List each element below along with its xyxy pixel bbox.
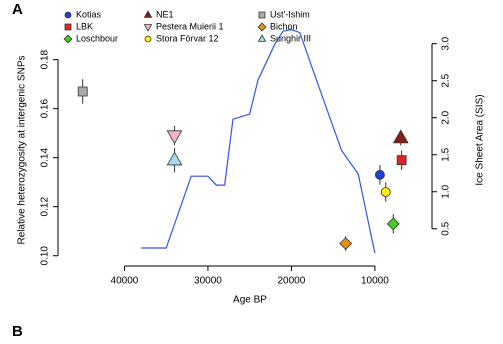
ice-sheet-line: [141, 29, 376, 254]
y2-tick-label: 0.5: [441, 221, 452, 235]
y-tick-label: 0.14: [40, 148, 51, 168]
x-tick-label: 10000: [361, 276, 389, 287]
x-tick-label: 40000: [111, 276, 139, 287]
legend-marker: [64, 23, 72, 31]
legend-marker: [144, 35, 152, 43]
data-point: [375, 169, 385, 180]
legend-label: NE1: [156, 9, 174, 19]
y-axis-label: Relative heterozygosity at intergenic SN…: [17, 56, 28, 245]
data-point: [339, 237, 353, 250]
data-point: [380, 187, 391, 197]
data-point: [166, 151, 183, 166]
legend-label: LBK: [76, 21, 93, 31]
y-tick-label: 0.12: [40, 197, 51, 217]
y2-tick-label: 3.0: [441, 36, 452, 50]
panel-label: A: [12, 1, 23, 18]
legend-label: Stora Förvar 12: [156, 33, 219, 43]
legend-marker: [63, 34, 73, 44]
data-point: [77, 86, 88, 97]
legend-label: Loschbour: [76, 33, 118, 43]
legend-label: Sunghir III: [270, 33, 311, 43]
x-axis-label: Age BP: [233, 295, 267, 306]
data-point: [166, 130, 183, 145]
y-tick-label: 0.16: [40, 98, 51, 118]
y-tick-label: 0.18: [40, 49, 51, 69]
legend-label: Kotias: [76, 9, 102, 19]
panel-label: B: [12, 323, 23, 340]
x-tick-label: 30000: [194, 276, 222, 287]
legend-marker: [143, 10, 153, 18]
data-point: [396, 155, 407, 166]
y2-tick-label: 2.5: [441, 73, 452, 87]
legend-label: Pestera Muierii 1: [156, 21, 224, 31]
y-tick-label: 0.10: [40, 246, 51, 266]
legend-marker: [257, 34, 267, 42]
y2-tick-label: 2.0: [441, 110, 452, 124]
y2-axis-label: Ice Sheet Area (SIS): [475, 94, 486, 185]
legend-marker: [64, 11, 72, 19]
legend-marker: [258, 11, 266, 19]
x-tick-label: 20000: [278, 276, 306, 287]
y2-tick-label: 1.5: [441, 147, 452, 161]
legend-marker: [143, 24, 153, 32]
data-point: [392, 129, 409, 144]
legend-marker: [257, 22, 267, 32]
legend-label: Ust'-Ishim: [270, 9, 310, 19]
data-point: [386, 217, 400, 231]
y2-tick-label: 1.0: [441, 184, 452, 198]
legend-label: Bichon: [270, 21, 298, 31]
